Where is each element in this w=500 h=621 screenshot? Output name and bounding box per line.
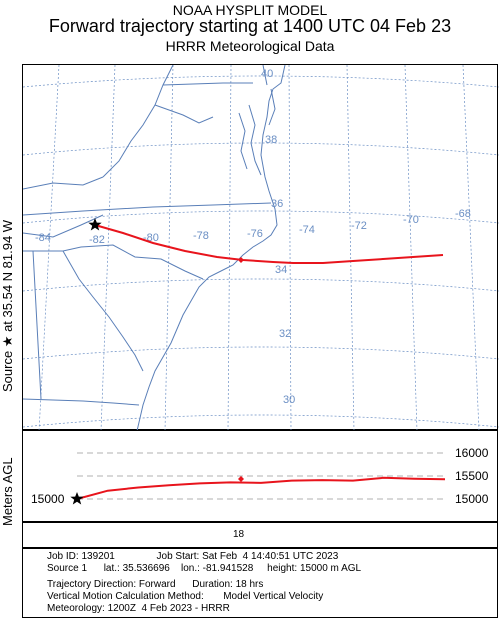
alt-tick-label: 15500 bbox=[455, 469, 489, 483]
info-meteorology: Meteorology: 1200Z 4 Feb 2023 - HRRR bbox=[47, 603, 230, 614]
trajectory-title: Forward trajectory starting at 1400 UTC … bbox=[48, 16, 452, 36]
model-title: NOAA HYSPLIT MODEL bbox=[172, 2, 328, 18]
altitude-line bbox=[76, 476, 446, 500]
lon-label: -78 bbox=[193, 230, 209, 242]
altitude-canvas: 16000 15500 15000 15000 bbox=[31, 446, 489, 506]
alt-tick-label: 15000 bbox=[455, 492, 489, 506]
trajectory-line bbox=[94, 224, 444, 264]
lon-label: -72 bbox=[351, 220, 367, 232]
latitude-grid bbox=[23, 75, 499, 428]
info-job: Job ID: 139201 Job Start: Sat Feb 4 14:4… bbox=[47, 551, 339, 562]
altitude-profile: 16000 15500 15000 15000 bbox=[22, 430, 498, 522]
trajectory-marker bbox=[238, 257, 244, 263]
lon-label: -74 bbox=[299, 224, 315, 236]
lon-label: -84 bbox=[35, 232, 51, 244]
lat-label: 38 bbox=[265, 134, 277, 146]
state-borders bbox=[23, 65, 286, 431]
altitude-axis-label: Meters AGL bbox=[0, 457, 15, 526]
lon-label: -76 bbox=[247, 228, 263, 240]
time-axis: 18 bbox=[22, 522, 498, 548]
lon-label: -82 bbox=[89, 234, 105, 246]
map-canvas: -84 -82 -80 -78 -76 -74 -72 -70 -68 40 3… bbox=[23, 65, 499, 431]
lat-label: 32 bbox=[279, 328, 291, 340]
lon-label: -70 bbox=[403, 214, 419, 226]
meteorology-title: HRRR Meteorological Data bbox=[165, 38, 335, 54]
info-source: Source 1 lat.: 35.536696 lon.: -81.94152… bbox=[47, 563, 362, 574]
altitude-gridlines bbox=[77, 452, 445, 500]
lon-label: -68 bbox=[455, 208, 471, 220]
run-info: Job ID: 139201 Job Start: Sat Feb 4 14:4… bbox=[22, 548, 498, 618]
altitude-start-label: 15000 bbox=[31, 492, 65, 506]
info-direction: Trajectory Direction: Forward Duration: … bbox=[47, 579, 264, 590]
source-location-label: Source ★ at 35.54 N 81.94 W bbox=[0, 219, 15, 392]
lat-label: 40 bbox=[261, 68, 273, 80]
lat-label: 36 bbox=[271, 198, 283, 210]
lat-label: 34 bbox=[275, 264, 287, 276]
lat-label: 30 bbox=[283, 394, 295, 406]
source-star-icon bbox=[88, 218, 102, 231]
latitude-labels: 40 38 36 34 32 30 bbox=[261, 68, 295, 406]
longitude-grid bbox=[38, 65, 480, 431]
trajectory-map: -84 -82 -80 -78 -76 -74 -72 -70 -68 40 3… bbox=[22, 64, 499, 431]
altitude-right-labels: 16000 15500 15000 bbox=[455, 446, 489, 506]
info-vertical-motion: Vertical Motion Calculation Method: Mode… bbox=[47, 591, 324, 602]
altitude-marker bbox=[238, 476, 244, 482]
longitude-labels: -84 -82 -80 -78 -76 -74 -72 -70 -68 bbox=[35, 208, 471, 246]
altitude-source-star-icon bbox=[70, 492, 84, 505]
time-tick-label: 18 bbox=[233, 529, 245, 540]
alt-tick-label: 16000 bbox=[455, 446, 489, 460]
